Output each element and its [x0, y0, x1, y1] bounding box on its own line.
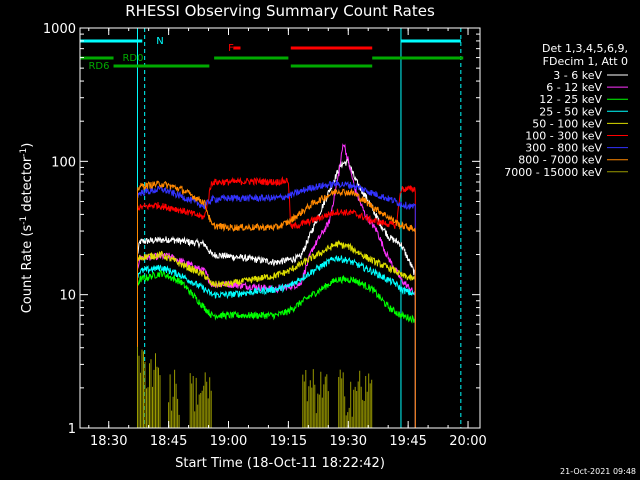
series-line-2	[137, 269, 416, 428]
y-axis-label-sup1: -1	[19, 216, 29, 225]
series-line-5	[137, 176, 416, 428]
x-tick-label-4: 19:30	[330, 434, 367, 449]
x-axis-label: Start Time (18-Oct-11 18:22:42)	[175, 456, 385, 471]
series-line-3	[137, 255, 416, 428]
y-tick-label-3: 1000	[43, 22, 76, 37]
legend-label-2: 12 - 25 keV	[539, 93, 602, 106]
legend: Det 1,3,4,5,6,9, FDecim 1, Att 0 3 - 6 k…	[504, 42, 628, 179]
legend-header-2: FDecim 1, Att 0	[543, 55, 628, 68]
y-axis-label: Count Rate (s-1 detector-1)	[19, 143, 35, 314]
series-line-7	[137, 180, 416, 428]
y-axis-label-main: Count Rate (s	[20, 225, 35, 314]
y-axis-label-end: )	[20, 143, 35, 148]
flag-label-f: F	[228, 43, 234, 54]
legend-label-7: 800 - 7000 keV	[518, 154, 602, 167]
series-line-8	[137, 346, 373, 428]
legend-label-4: 50 - 100 keV	[532, 117, 602, 130]
x-tick-label-2: 19:00	[210, 434, 247, 449]
x-tick-label-6: 20:00	[449, 434, 486, 449]
y-axis-label-sup2: -1	[19, 148, 29, 157]
series-line-6	[137, 179, 416, 428]
series-line-4	[137, 239, 416, 428]
flag-label-n: N	[156, 36, 163, 47]
footer-date: 21-Oct-2021 09:48	[560, 467, 636, 476]
legend-label-6: 300 - 800 keV	[525, 142, 602, 155]
x-tick-label-0: 18:30	[90, 434, 127, 449]
x-axis: 18:30 18:45 19:00 19:15 19:30 19:45 20:00	[88, 28, 487, 449]
legend-label-0: 3 - 6 keV	[553, 69, 602, 82]
y-tick-label-1: 10	[59, 289, 76, 304]
legend-label-5: 100 - 300 keV	[525, 130, 602, 143]
plot-frame	[79, 27, 481, 429]
series-line-0	[137, 157, 416, 428]
y-axis-label-mid: detector	[20, 156, 35, 216]
legend-header-1: Det 1,3,4,5,6,9,	[542, 42, 628, 55]
x-tick-label-1: 18:45	[150, 434, 187, 449]
chart-title: RHESSI Observing Summary Count Rates	[125, 2, 435, 20]
legend-label-8: 7000 - 15000 keV	[504, 166, 602, 179]
y-tick-label-2: 100	[51, 155, 76, 170]
plot-area: N F RD0 RD6	[80, 28, 464, 428]
legend-label-3: 25 - 50 keV	[539, 105, 602, 118]
flag-label-rd0: RD0	[122, 53, 143, 64]
y-tick-label-0: 1	[68, 422, 76, 437]
y-axis: 1 10 100 1000	[43, 22, 480, 437]
flag-label-rd6: RD6	[88, 61, 109, 72]
legend-label-1: 6 - 12 keV	[546, 81, 602, 94]
x-tick-label-5: 19:45	[389, 434, 426, 449]
x-tick-label-3: 19:15	[270, 434, 307, 449]
